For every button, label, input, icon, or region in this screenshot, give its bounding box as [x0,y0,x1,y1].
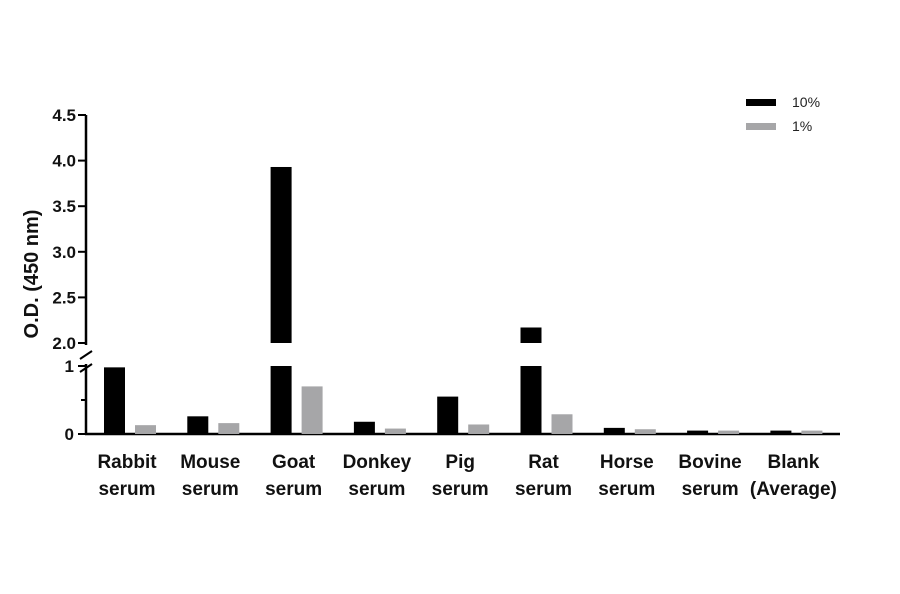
x-category-label: Blank [768,452,820,473]
legend-swatch [746,99,776,106]
x-category-label: Horse [600,452,654,473]
legend-entry-label: 1% [792,118,812,134]
y-tick-label: 2.0 [52,334,76,353]
x-category-label: Rat [528,452,559,473]
bar-rat-10pct-lower [520,366,542,434]
bar-blank-10pct [770,430,792,434]
legend-swatch [746,123,776,130]
y-tick-label: 0 [65,425,74,444]
bar-mouse-10pct [187,416,209,434]
x-category-label: serum [432,479,489,500]
bar-donkey-10pct [353,421,375,434]
legend-entry-label: 10% [792,94,820,110]
y-tick-label: 4.5 [52,106,76,125]
x-axis-category-labels: Rabbit serum Mouse serum Goat serum Donkey seru… [97,452,836,500]
y-tick-label: 2.5 [52,288,76,307]
x-category-label: serum [515,479,572,500]
y-axis-label: O.D. (450 nm) [21,210,43,339]
y-tick-label: 1 [65,357,74,376]
bar-bovine-10pct [687,430,709,434]
y-tick-label: 3.0 [52,243,76,262]
x-category-label: serum [265,479,322,500]
axes [79,115,840,436]
bar-horse-10pct [603,427,625,434]
x-category-label: Goat [272,452,316,473]
x-category-label: serum [598,479,655,500]
y-axis-ticks: 2.0 2.5 3.0 3.5 4.0 4.5 0 1 [52,106,86,444]
bar-mouse-1pct [218,423,240,434]
bar-rat-1pct [551,414,573,434]
bar-goat-1pct [301,386,323,434]
y-tick-label: 4.0 [52,152,76,171]
bars [104,166,823,434]
x-category-label: serum [98,479,155,500]
bar-pig-10pct [437,396,459,434]
bar-blank-1pct [801,430,823,434]
x-category-label: Mouse [180,452,240,473]
x-category-label: Pig [445,452,475,473]
x-category-label: (Average) [750,479,837,500]
x-category-label: Donkey [343,452,412,473]
bar-donkey-1pct [384,428,406,434]
axis-break-mark [79,350,93,360]
bar-goat-10pct-lower [270,366,292,434]
bar-rabbit-10pct [104,367,125,434]
bar-rat-10pct-upper [520,327,542,343]
bar-pig-1pct [468,424,490,434]
legend: 10% 1% [746,94,820,134]
x-category-label: serum [682,479,739,500]
x-category-label: Bovine [678,452,741,473]
y-axis-title: O.D. (450 nm) [21,210,43,339]
bar-rabbit-1pct [135,425,156,434]
bar-horse-1pct [634,429,656,434]
bar-goat-10pct-upper [270,166,292,343]
axis-break-mark [79,363,93,373]
x-category-label: serum [348,479,405,500]
bar-bovine-1pct [718,430,740,434]
x-category-label: Rabbit [97,452,157,473]
x-category-label: serum [182,479,239,500]
y-tick-label: 3.5 [52,197,76,216]
